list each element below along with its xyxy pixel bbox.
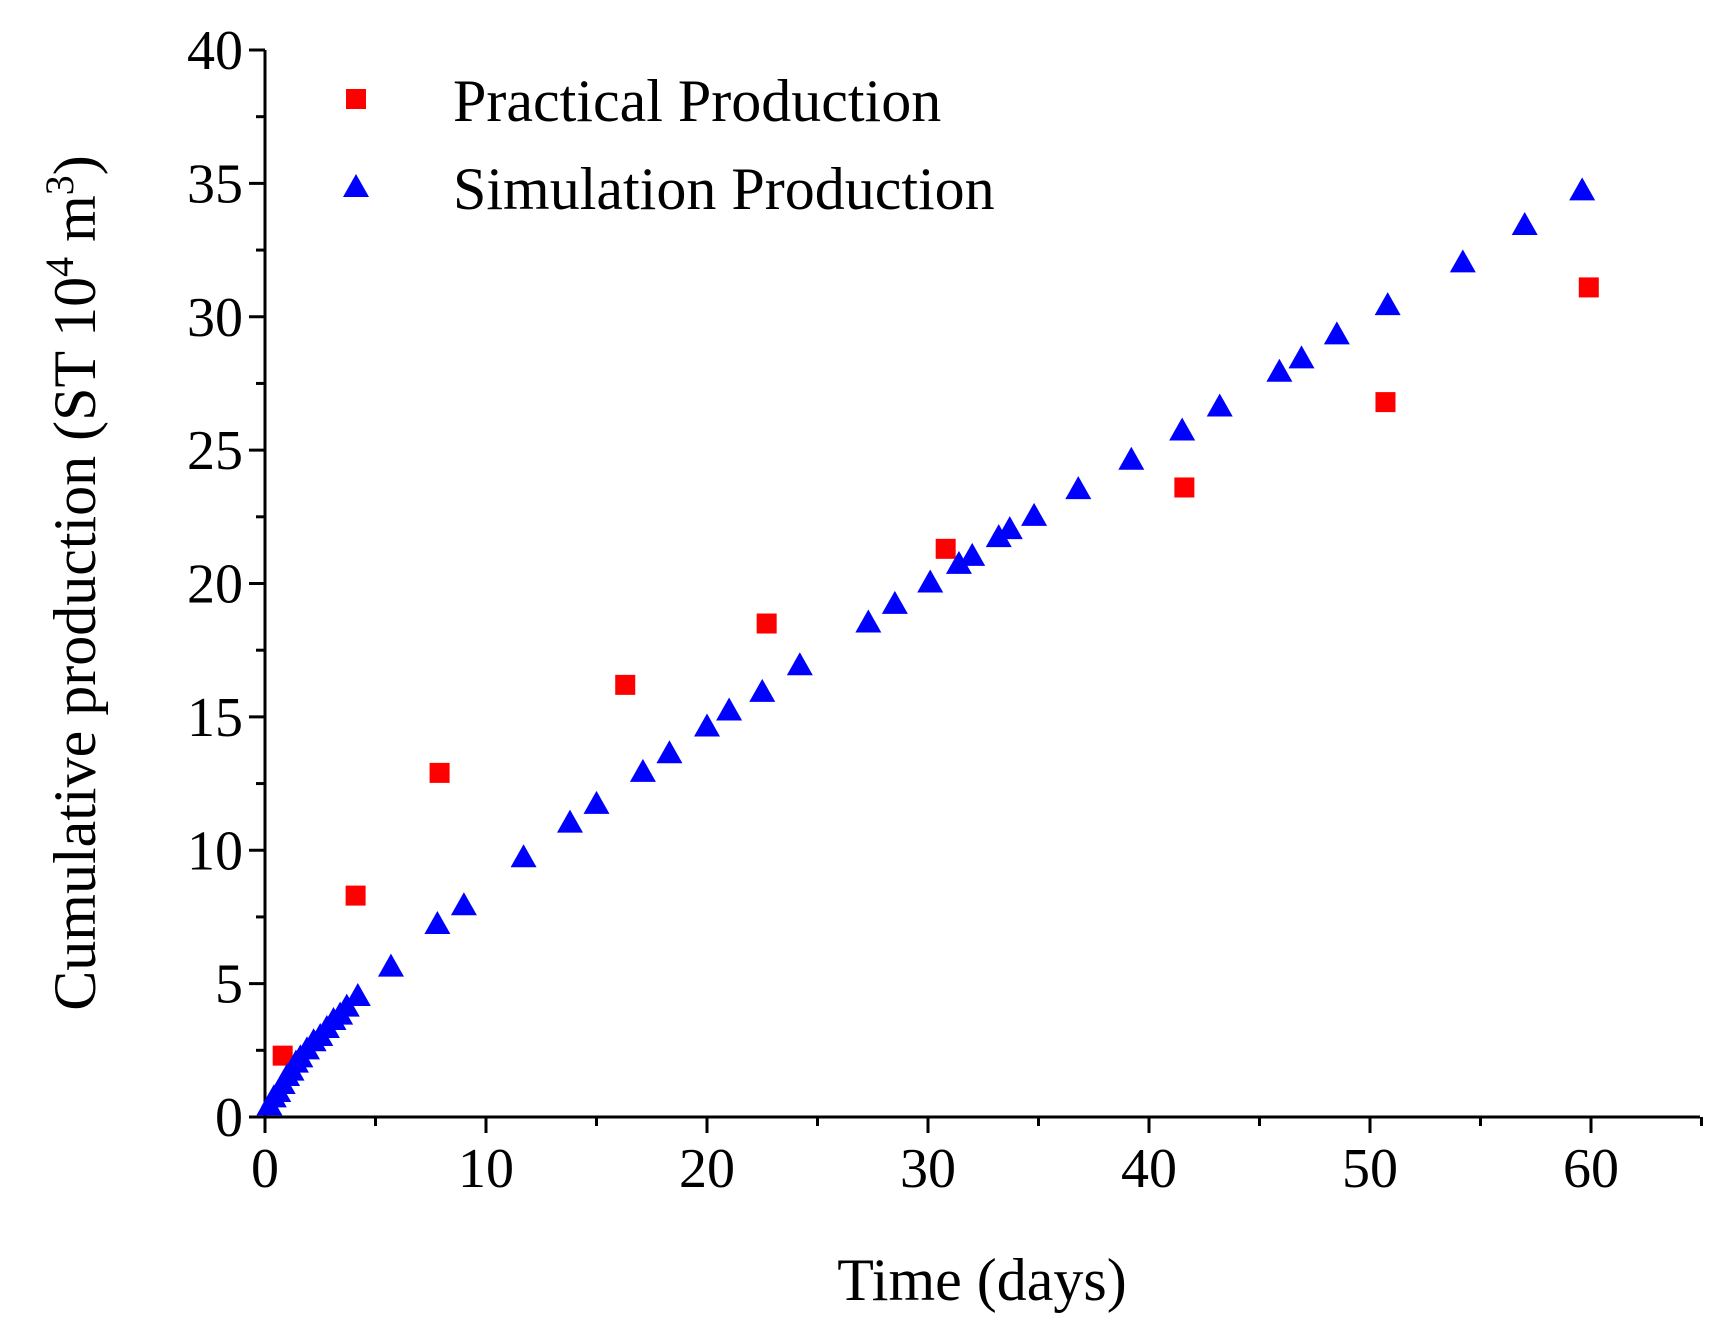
tick-labels: 0 10 20 30 40 50 60 0 5 10 15 20 25 30 35 40 bbox=[187, 20, 1619, 1200]
y-tick-label: 25 bbox=[187, 420, 243, 482]
simulation-production-point bbox=[1118, 446, 1145, 470]
simulation-production-point bbox=[694, 713, 720, 737]
simulation-production-point bbox=[945, 550, 972, 574]
x-tick-label: 50 bbox=[1342, 1138, 1398, 1200]
y-axis-title-unit: m bbox=[42, 195, 108, 257]
simulation-production-point bbox=[583, 790, 610, 814]
practical-production-point bbox=[756, 613, 777, 634]
y-axis-title-sup2: 3 bbox=[37, 175, 82, 195]
simulation-production-point bbox=[1169, 417, 1196, 441]
simulation-production-point bbox=[716, 697, 743, 721]
x-tick-label: 20 bbox=[679, 1138, 735, 1200]
y-tick-label: 20 bbox=[187, 554, 243, 616]
legend-label-simulation: Simulation Production bbox=[453, 156, 995, 222]
simulation-production-point bbox=[996, 516, 1023, 540]
simulation-production-point bbox=[985, 524, 1012, 548]
practical-production-point bbox=[345, 885, 366, 906]
simulation-production-point bbox=[1511, 212, 1538, 236]
simulation-production-point bbox=[1065, 476, 1092, 500]
simulation-production-point bbox=[959, 542, 986, 566]
simulation-production-point bbox=[377, 953, 404, 977]
simulation-production-point bbox=[510, 844, 537, 868]
simulation-production-point bbox=[855, 609, 882, 633]
practical-production-point bbox=[429, 762, 450, 783]
simulation-production-point bbox=[450, 892, 477, 916]
simulation-production-point bbox=[1021, 502, 1048, 526]
simulation-production-point bbox=[1323, 321, 1350, 345]
simulation-production-point bbox=[629, 758, 656, 782]
simulation-production-point bbox=[1288, 345, 1315, 369]
simulation-production-point bbox=[1374, 292, 1401, 316]
x-tick-label: 60 bbox=[1563, 1138, 1619, 1200]
y-tick-label: 30 bbox=[187, 287, 243, 349]
x-tick-label: 10 bbox=[458, 1138, 514, 1200]
practical-production-point bbox=[935, 538, 956, 559]
legend-marker-simulation bbox=[343, 174, 369, 197]
simulation-production-point bbox=[786, 652, 813, 676]
x-tick-label: 0 bbox=[251, 1138, 279, 1200]
x-axis-title: Time (days) bbox=[837, 1247, 1126, 1313]
simulation-production-point bbox=[881, 590, 908, 614]
simulation-production-point bbox=[344, 982, 371, 1006]
y-tick-label: 40 bbox=[187, 20, 243, 82]
y-axis-title-sup: 4 bbox=[37, 257, 82, 277]
simulation-production-point bbox=[1449, 249, 1476, 273]
x-tick-label: 30 bbox=[900, 1138, 956, 1200]
series-triangle bbox=[256, 177, 1596, 1116]
simulation-production-point bbox=[556, 809, 583, 833]
practical-production-point bbox=[272, 1045, 293, 1066]
practical-production-point bbox=[615, 674, 636, 695]
y-axis-title: Cumulative production (ST 104 m3) bbox=[37, 155, 108, 1010]
simulation-production-point bbox=[424, 910, 451, 934]
y-tick-label: 10 bbox=[187, 820, 243, 882]
practical-production-point bbox=[1375, 392, 1396, 413]
x-tick-label: 40 bbox=[1121, 1138, 1177, 1200]
simulation-production-point bbox=[749, 678, 776, 702]
simulation-production-point bbox=[1266, 358, 1293, 382]
legend-label-practical: Practical Production bbox=[453, 68, 941, 134]
legend: Practical Production Simulation Producti… bbox=[343, 68, 995, 222]
series-square bbox=[272, 277, 1599, 1066]
y-axis-title-close: ) bbox=[42, 155, 108, 175]
legend-marker-practical bbox=[346, 89, 366, 109]
simulation-production-point bbox=[1569, 177, 1596, 201]
y-tick-label: 15 bbox=[187, 687, 243, 749]
data-points bbox=[256, 177, 1599, 1116]
y-tick-label: 35 bbox=[187, 153, 243, 215]
simulation-production-point bbox=[917, 569, 944, 593]
y-axis-title-main: Cumulative production (ST 10 bbox=[42, 277, 108, 1011]
practical-production-point bbox=[1578, 277, 1599, 298]
y-tick-label: 5 bbox=[215, 954, 243, 1016]
simulation-production-point bbox=[1206, 393, 1233, 417]
practical-production-point bbox=[1174, 477, 1195, 498]
y-tick-label: 0 bbox=[215, 1087, 243, 1149]
simulation-production-point bbox=[656, 740, 683, 764]
axis-ticks bbox=[249, 48, 1703, 1133]
